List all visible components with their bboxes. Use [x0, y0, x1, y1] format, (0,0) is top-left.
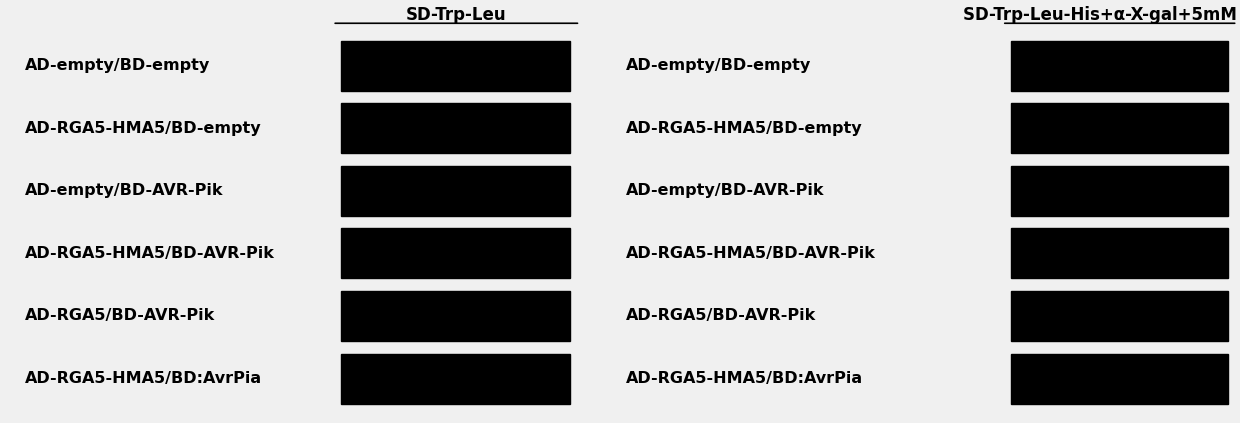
- Bar: [1011, 166, 1228, 216]
- Text: AD-empty/BD-empty: AD-empty/BD-empty: [626, 58, 811, 73]
- Text: AD-RGA5-HMA5/BD-AVR-Pik: AD-RGA5-HMA5/BD-AVR-Pik: [25, 246, 275, 261]
- Text: AD-RGA5-HMA5/BD-AVR-Pik: AD-RGA5-HMA5/BD-AVR-Pik: [626, 246, 877, 261]
- Bar: [341, 291, 570, 341]
- Bar: [1011, 354, 1228, 404]
- Bar: [1011, 228, 1228, 278]
- Bar: [1011, 291, 1228, 341]
- Text: AD-empty/BD-AVR-Pik: AD-empty/BD-AVR-Pik: [626, 183, 825, 198]
- Bar: [341, 354, 570, 404]
- Bar: [341, 228, 570, 278]
- Text: AD-RGA5/BD-AVR-Pik: AD-RGA5/BD-AVR-Pik: [626, 308, 816, 324]
- Bar: [341, 166, 570, 216]
- Text: AD-empty/BD-empty: AD-empty/BD-empty: [25, 58, 210, 73]
- Text: AD-RGA5-HMA5/BD-empty: AD-RGA5-HMA5/BD-empty: [25, 121, 262, 136]
- Text: AD-RGA5-HMA5/BD:AvrPia: AD-RGA5-HMA5/BD:AvrPia: [626, 371, 863, 386]
- Bar: [341, 103, 570, 153]
- Text: AD-RGA5/BD-AVR-Pik: AD-RGA5/BD-AVR-Pik: [25, 308, 215, 324]
- Text: AD-RGA5-HMA5/BD:AvrPia: AD-RGA5-HMA5/BD:AvrPia: [25, 371, 262, 386]
- Text: SD-Trp-Leu-His+α-X-gal+5mM 3AT: SD-Trp-Leu-His+α-X-gal+5mM 3AT: [962, 6, 1240, 25]
- Bar: [1011, 103, 1228, 153]
- Text: AD-empty/BD-AVR-Pik: AD-empty/BD-AVR-Pik: [25, 183, 223, 198]
- Bar: [1011, 41, 1228, 91]
- Bar: [341, 41, 570, 91]
- Text: AD-RGA5-HMA5/BD-empty: AD-RGA5-HMA5/BD-empty: [626, 121, 863, 136]
- Text: SD-Trp-Leu: SD-Trp-Leu: [405, 6, 507, 25]
